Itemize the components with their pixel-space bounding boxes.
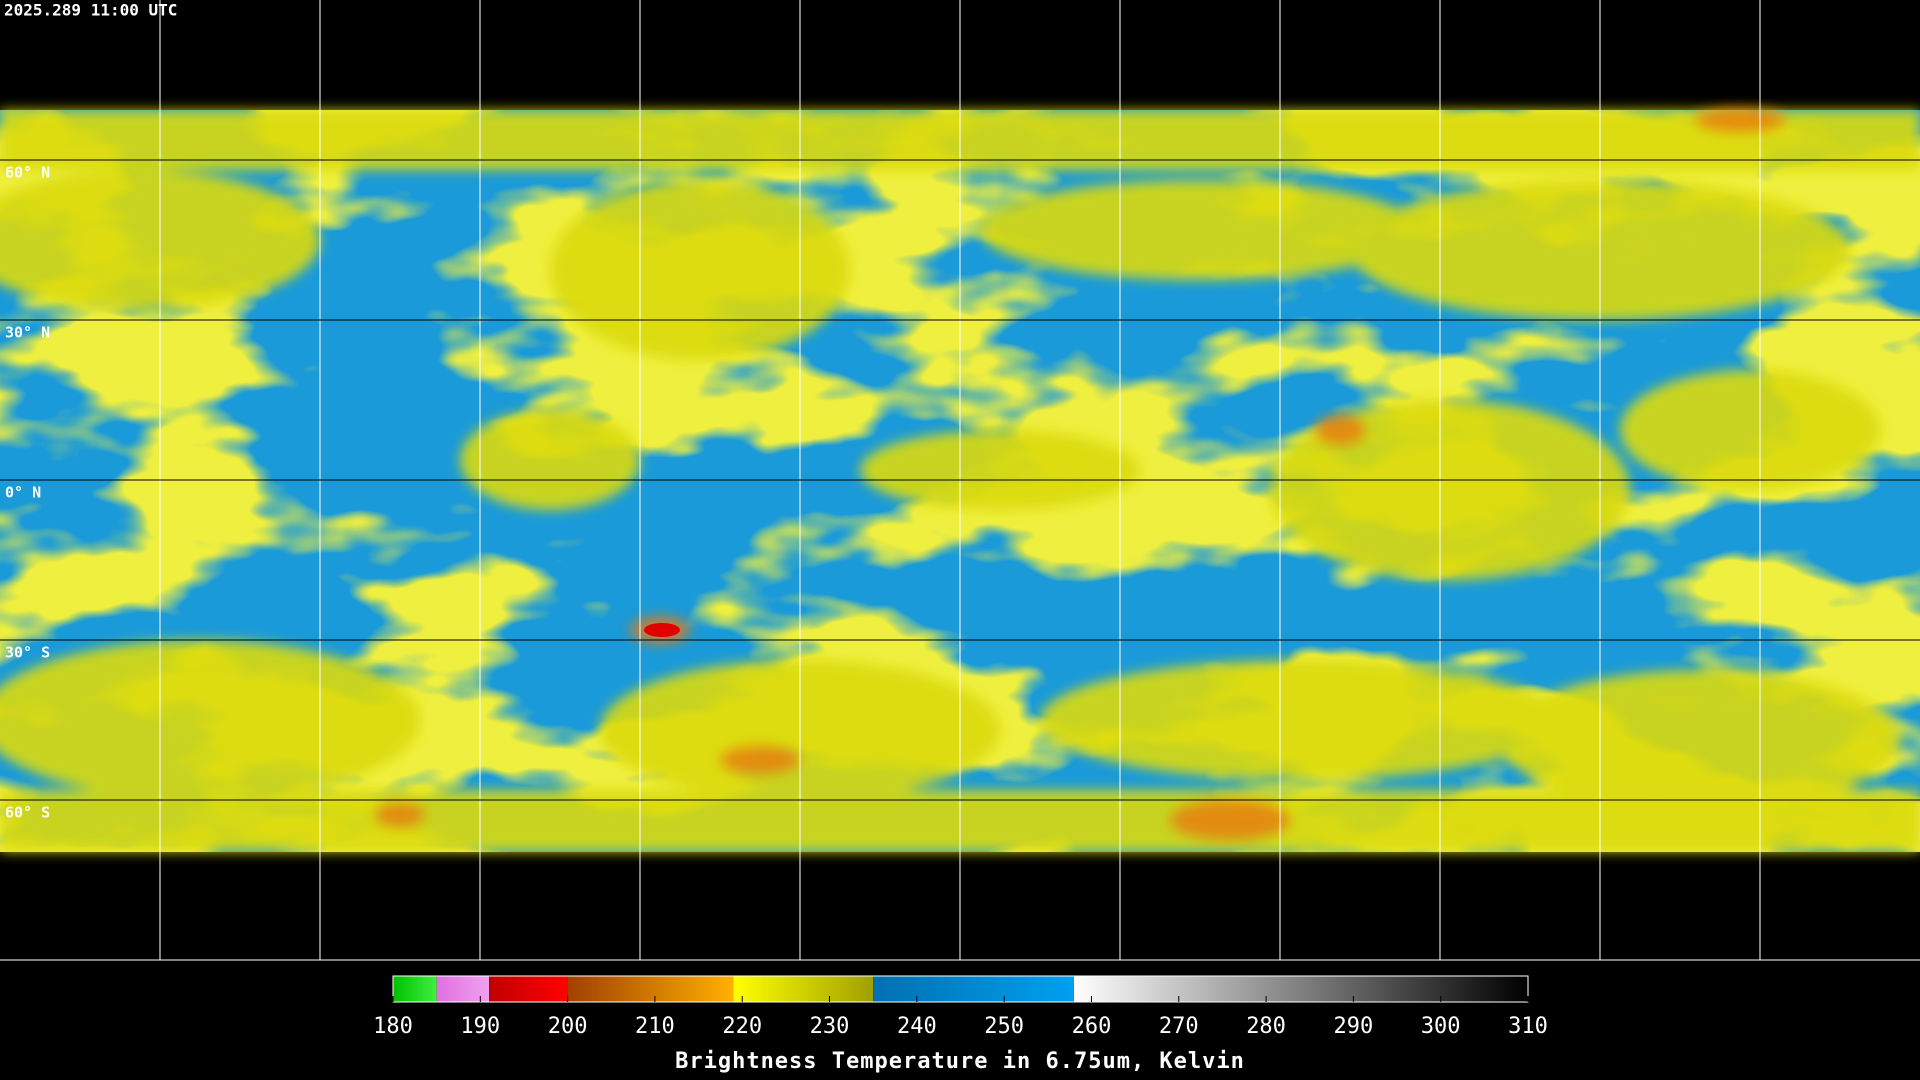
colorbar-label: Brightness Temperature in 6.75um, Kelvin: [675, 1049, 1245, 1074]
colorbar-segment: [567, 976, 734, 1002]
colorbar-frame: [392, 975, 1529, 1003]
latitude-label: 0° N: [5, 484, 41, 502]
colorbar-segment: [1074, 976, 1528, 1002]
cold-spot: [644, 623, 680, 637]
colorbar-tick-label: 260: [1072, 1014, 1112, 1039]
timestamp: 2025.289 11:00 UTC: [4, 1, 177, 20]
colorbar-segment: [393, 976, 437, 1002]
colorbar-tick-label: 270: [1159, 1014, 1199, 1039]
colorbar-tick-label: 250: [984, 1014, 1024, 1039]
colorbar-segment: [873, 976, 1074, 1002]
colorbar-segment: [436, 976, 490, 1002]
graticule: [0, 0, 1920, 960]
latitude-label: 30° S: [5, 644, 50, 662]
colorbar-tick-label: 220: [722, 1014, 762, 1039]
latitude-label: 60° S: [5, 804, 50, 822]
latitude-label: 60° N: [5, 164, 50, 182]
colorbar-tick-label: 230: [810, 1014, 850, 1039]
latitude-label: 30° N: [5, 324, 50, 342]
colorbar-segment: [489, 976, 568, 1002]
colorbar-tick-label: 240: [897, 1014, 937, 1039]
colorbar-tick-label: 300: [1421, 1014, 1461, 1039]
colorbar-tick-label: 210: [635, 1014, 675, 1039]
colorbar-tick-label: 290: [1334, 1014, 1374, 1039]
colorbar-tick-label: 310: [1508, 1014, 1548, 1039]
colorbar-tick-label: 190: [460, 1014, 500, 1039]
colorbar-tick-label: 180: [373, 1014, 413, 1039]
colorbar-tick-label: 280: [1246, 1014, 1286, 1039]
colorbar-tick-label: 200: [548, 1014, 588, 1039]
colorbar-segment: [733, 976, 874, 1002]
